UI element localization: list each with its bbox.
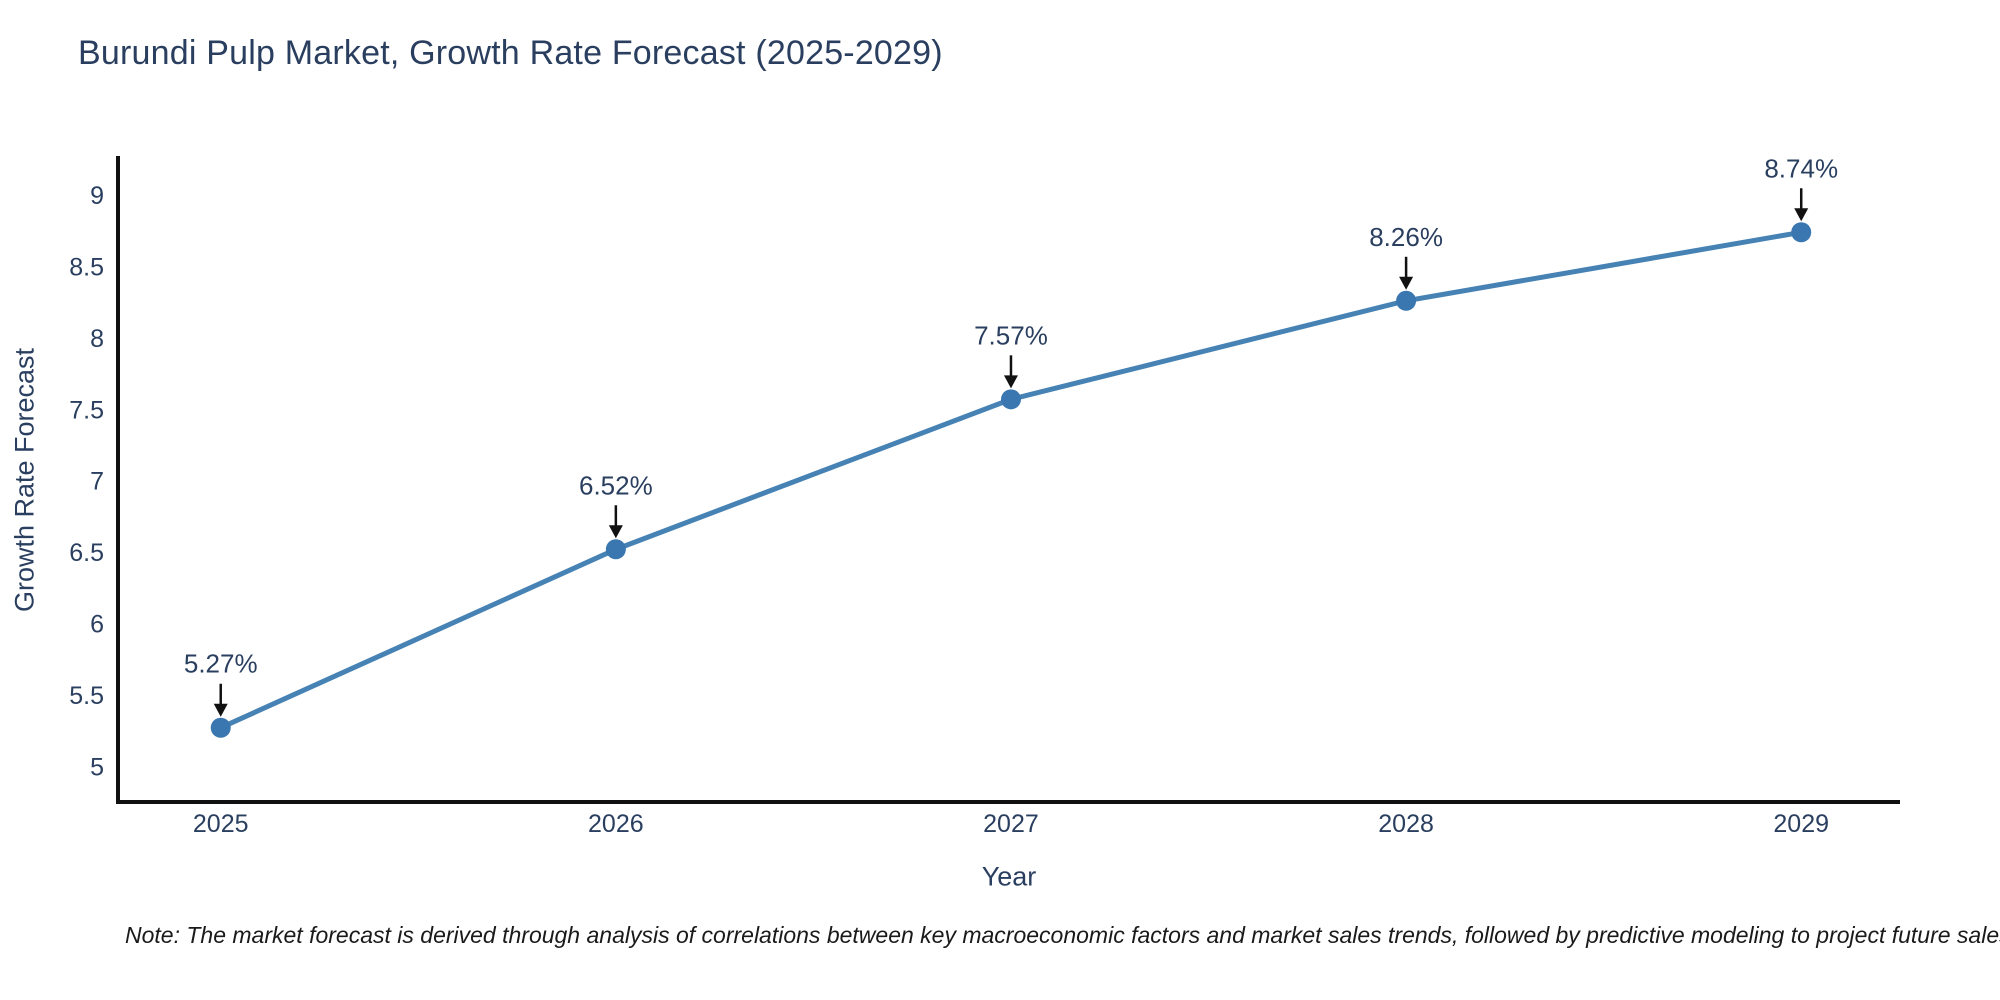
y-axis-title: Growth Rate Forecast (9, 347, 40, 613)
data-point-label: 5.27% (184, 649, 258, 679)
y-tick-label: 5 (90, 753, 104, 781)
x-axis-title: Year (981, 861, 1037, 892)
y-tick-label: 7.5 (69, 396, 104, 424)
x-tick-label: 2026 (588, 810, 644, 838)
x-tick-label: 2029 (1773, 810, 1829, 838)
y-tick-label: 8.5 (69, 254, 104, 282)
data-point-marker[interactable] (210, 717, 231, 738)
series-line (218, 229, 1804, 731)
y-tick-label: 5.5 (69, 682, 104, 710)
y-tick-label: 6 (90, 611, 104, 639)
y-tick-label: 6.5 (69, 539, 104, 567)
annotation-arrowhead (608, 525, 623, 539)
x-tick-label: 2027 (983, 810, 1039, 838)
data-point-label: 7.57% (974, 320, 1048, 350)
y-tick-label: 9 (90, 182, 104, 210)
y-tick-label: 8 (90, 325, 104, 353)
data-point-label: 6.52% (579, 470, 653, 500)
data-point-marker[interactable] (1396, 290, 1417, 311)
footnote: Note: The market forecast is derived thr… (125, 922, 2000, 948)
annotation-arrowhead (1794, 208, 1809, 222)
x-tick-label: 2025 (193, 810, 249, 838)
data-point-marker[interactable] (1791, 222, 1812, 243)
data-point-label: 8.74% (1764, 153, 1838, 183)
annotation-arrowhead (1399, 276, 1414, 290)
data-point-label: 8.26% (1369, 222, 1443, 252)
annotation-arrowhead (1003, 375, 1018, 389)
x-tick-label: 2028 (1378, 810, 1434, 838)
y-tick-label: 7 (90, 468, 104, 496)
annotation-arrowhead (213, 703, 228, 717)
data-point-marker[interactable] (605, 539, 626, 560)
data-point-marker[interactable] (1000, 389, 1021, 410)
chart-title: Burundi Pulp Market, Growth Rate Forecas… (78, 34, 943, 72)
